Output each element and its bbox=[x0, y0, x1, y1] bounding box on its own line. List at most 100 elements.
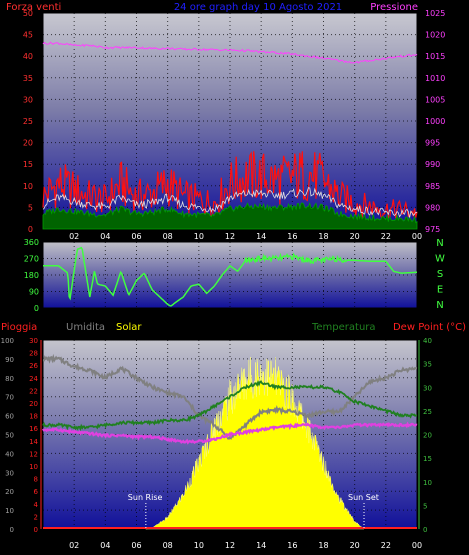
humidity-tick-label: 20 bbox=[5, 488, 14, 496]
wind-tick-label: 45 bbox=[23, 31, 33, 40]
direction-letter: N bbox=[436, 238, 443, 249]
pressure-tick-label: 1015 bbox=[425, 52, 445, 61]
humidity-tick-label: 100 bbox=[1, 337, 14, 345]
wind-tick-label: 50 bbox=[23, 9, 33, 18]
direction-tick-label: 90 bbox=[29, 288, 39, 297]
direction-data bbox=[43, 246, 417, 307]
sun-rise-label: Sun Rise bbox=[128, 493, 163, 502]
x-tick-label: 00 bbox=[412, 541, 422, 550]
wind-tick-label: 25 bbox=[23, 117, 33, 126]
rain-tick-label: 0 bbox=[34, 526, 38, 534]
temperature-axis-title: Temperatura bbox=[311, 322, 376, 333]
wind-tick-label: 15 bbox=[23, 160, 33, 169]
pressure-axis-title: Pressione bbox=[370, 2, 418, 13]
x-tick-label: 20 bbox=[350, 232, 360, 241]
x-tick-label: 18 bbox=[318, 541, 328, 550]
pressure-tick-label: 1010 bbox=[425, 74, 445, 83]
x-tick-label: 22 bbox=[381, 232, 391, 241]
temperature-tick-label: 30 bbox=[423, 384, 432, 392]
humidity-tick-label: 90 bbox=[5, 356, 14, 364]
weather-axis-ticks: 0102030405060708090100024681012141618202… bbox=[1, 337, 432, 534]
x-tick-label: 16 bbox=[287, 541, 297, 550]
direction-line bbox=[43, 246, 417, 307]
sun-set-label: Sun Set bbox=[348, 493, 379, 502]
temperature-tick-label: 0 bbox=[423, 526, 427, 534]
solar-axis-title: Solar bbox=[116, 322, 142, 333]
wind-tick-label: 20 bbox=[23, 139, 33, 148]
wind-data bbox=[42, 41, 418, 230]
x-tick-label: 14 bbox=[256, 541, 266, 550]
direction-tick-label: 360 bbox=[24, 238, 39, 247]
wind-tick-label: 30 bbox=[23, 95, 33, 104]
direction-tick-label: 270 bbox=[24, 255, 39, 264]
humidity-tick-label: 50 bbox=[5, 432, 14, 440]
pressure-tick-label: 995 bbox=[425, 139, 440, 148]
x-tick-label: 02 bbox=[69, 541, 79, 550]
pressure-tick-label: 985 bbox=[425, 182, 440, 191]
wind-tick-label: 35 bbox=[23, 74, 33, 83]
pressure-tick-label: 1020 bbox=[425, 31, 445, 40]
temperature-tick-label: 15 bbox=[423, 455, 432, 463]
wind-average-line bbox=[42, 187, 418, 219]
solar-area bbox=[145, 356, 365, 530]
pressure-tick-label: 1005 bbox=[425, 95, 445, 104]
dewpoint-axis-title: Dew Point (°C) bbox=[393, 322, 466, 333]
weather-data bbox=[42, 353, 418, 530]
x-tick-label: 10 bbox=[194, 232, 204, 241]
direction-left-ticks: 0 90 180 270 360 bbox=[24, 238, 39, 313]
direction-tick-label: 180 bbox=[24, 271, 39, 280]
pressure-line bbox=[42, 41, 418, 64]
direction-letter: N bbox=[436, 300, 443, 311]
rain-tick-label: 10 bbox=[29, 463, 38, 471]
rain-tick-label: 22 bbox=[29, 387, 38, 395]
humidity-tick-label: 30 bbox=[5, 469, 14, 477]
x-tick-label: 14 bbox=[256, 232, 266, 241]
temperature-tick-label: 40 bbox=[423, 337, 432, 345]
x-tick-label: 20 bbox=[350, 541, 360, 550]
wind-tick-label: 0 bbox=[28, 225, 33, 234]
rain-tick-label: 4 bbox=[34, 501, 39, 509]
x-tick-label: 16 bbox=[287, 232, 297, 241]
temperature-tick-label: 10 bbox=[423, 479, 432, 487]
rain-tick-label: 8 bbox=[34, 476, 38, 484]
x-tick-label: 08 bbox=[163, 541, 173, 550]
rain-tick-label: 24 bbox=[29, 375, 38, 383]
rain-tick-label: 6 bbox=[34, 488, 39, 496]
pressure-tick-label: 980 bbox=[425, 203, 440, 212]
x-tick-label: 12 bbox=[225, 541, 235, 550]
humidity-tick-label: 60 bbox=[5, 413, 14, 421]
rain-tick-label: 2 bbox=[34, 513, 38, 521]
wind-left-ticks: 0 5 10 15 20 25 30 35 40 45 50 bbox=[23, 9, 33, 234]
temperature-tick-label: 35 bbox=[423, 361, 432, 369]
x-tick-label: 08 bbox=[163, 232, 173, 241]
rain-tick-label: 16 bbox=[29, 425, 38, 433]
humidity-axis-title: Umidita bbox=[66, 322, 105, 333]
x-tick-label: 22 bbox=[381, 541, 391, 550]
x-tick-label: 04 bbox=[100, 541, 110, 550]
weather-x-ticks: 02 04 06 08 10 12 14 16 18 20 22 00 bbox=[69, 541, 422, 550]
humidity-tick-label: 70 bbox=[5, 394, 14, 402]
x-tick-label: 00 bbox=[412, 232, 422, 241]
rain-axis-title: Pioggia bbox=[1, 322, 37, 333]
direction-letter: W bbox=[435, 254, 445, 265]
temperature-line bbox=[42, 379, 418, 432]
humidity-line bbox=[42, 353, 418, 441]
pressure-tick-label: 1000 bbox=[425, 117, 445, 126]
temperature-tick-label: 25 bbox=[423, 408, 432, 416]
weather-panel: Pioggia Umidita Solar Temperatura Dew Po… bbox=[1, 322, 466, 550]
humidity-tick-label: 10 bbox=[5, 507, 14, 515]
x-tick-label: 02 bbox=[69, 232, 79, 241]
rain-tick-label: 30 bbox=[29, 337, 38, 345]
x-tick-label: 10 bbox=[194, 541, 204, 550]
rain-tick-label: 12 bbox=[29, 450, 38, 458]
wind-tick-label: 40 bbox=[23, 52, 33, 61]
humidity-tick-label: 40 bbox=[5, 450, 14, 458]
pressure-tick-label: 1025 bbox=[425, 9, 445, 18]
wind-speed-area bbox=[42, 201, 418, 230]
rain-tick-label: 14 bbox=[29, 438, 38, 446]
dewpoint-line bbox=[42, 421, 418, 445]
x-tick-label: 06 bbox=[131, 232, 141, 241]
rain-tick-label: 20 bbox=[29, 400, 38, 408]
